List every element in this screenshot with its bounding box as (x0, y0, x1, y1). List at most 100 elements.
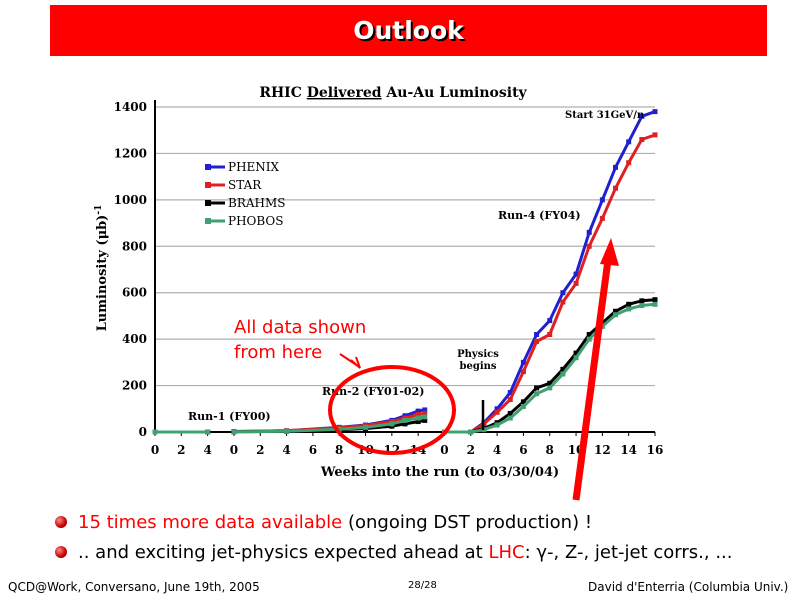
data-point-star (560, 299, 566, 305)
y-axis-label-exp: -1 (94, 205, 104, 215)
data-point-brahms (560, 366, 566, 372)
data-point-phenix (520, 359, 526, 365)
x-tick-label: 14 (620, 443, 637, 457)
annotation-line-1: All data shown (234, 317, 367, 338)
bullet-1-post: (ongoing DST production) ! (342, 512, 593, 533)
legend: PHENIX STAR BRAHMS PHOBOS (205, 160, 286, 228)
start-annotation: Start 31GeV/n (565, 110, 645, 121)
y-axis-label-main: Luminosity (μb) (95, 215, 110, 332)
data-point-phobos (422, 414, 428, 420)
data-point-brahms (422, 417, 428, 423)
bullet-2-post: : γ-, Z-, jet-jet corrs., ... (524, 542, 733, 563)
data-point-phobos (494, 422, 500, 428)
bullet-icon (55, 516, 67, 528)
data-point-brahms (547, 380, 553, 386)
annotation-pointer-head (350, 356, 361, 369)
title-bar: Outlook (50, 5, 767, 56)
bullet-1-red: 15 times more data available (78, 512, 343, 533)
data-point-phobos (560, 371, 566, 377)
physics-label: Physics (457, 349, 499, 360)
y-tick-label: 200 (122, 379, 147, 393)
x-tick-label: 12 (594, 443, 611, 457)
slide-title: Outlook (353, 16, 464, 45)
x-tick-label: 4 (493, 443, 501, 457)
data-point-phenix (626, 139, 632, 145)
x-tick-label: 4 (282, 443, 290, 457)
series-line-phobos (444, 302, 656, 434)
data-point-brahms (586, 332, 592, 337)
data-point-phobos (468, 429, 474, 435)
x-axis-label: Weeks into the run (to 03/30/04) (320, 465, 559, 480)
data-point-phenix (415, 408, 421, 414)
data-point-phobos (652, 301, 658, 307)
footer-page-number: 28/28 (408, 580, 437, 591)
data-point-brahms (573, 350, 579, 356)
data-point-star (652, 132, 658, 138)
bullet-2-red: LHC (488, 542, 525, 563)
chart-title-pre: RHIC (259, 85, 306, 101)
data-point-phenix (534, 332, 540, 337)
x-tick-label: 0 (151, 443, 159, 457)
data-point-star (520, 369, 526, 375)
data-point-phenix (573, 271, 579, 277)
data-point-brahms (520, 399, 526, 405)
data-point-phenix (494, 406, 500, 412)
series-line-phenix (444, 110, 656, 434)
bullet-line-2: .. and exciting jet-physics expected ahe… (78, 542, 733, 563)
data-point-phobos (415, 415, 421, 421)
x-tick-label: 0 (440, 443, 448, 457)
data-point-star (547, 332, 553, 337)
data-point-star (639, 137, 645, 142)
data-point-brahms (507, 410, 513, 416)
data-point-phenix (507, 390, 513, 396)
red-arrow-head (600, 238, 619, 266)
legend-marker-phobos (205, 218, 211, 224)
x-tick-label: 2 (177, 443, 185, 457)
x-tick-label: 2 (467, 443, 475, 457)
data-point-phobos (626, 306, 632, 312)
data-point-phenix (547, 318, 553, 324)
x-tick-label: 8 (546, 443, 554, 457)
legend-marker-star (205, 182, 211, 188)
data-point-phobos (336, 426, 342, 432)
legend-label-star: STAR (228, 178, 262, 192)
run-label-1: Run-1 (FY00) (188, 410, 271, 423)
data-point-phobos (284, 428, 290, 434)
data-point-phobos (520, 403, 526, 409)
data-point-phenix (639, 113, 645, 119)
data-point-phobos (639, 302, 645, 308)
data-series (152, 109, 658, 435)
data-point-phenix (652, 109, 658, 115)
data-point-star (586, 243, 592, 249)
data-point-phobos (389, 421, 395, 427)
bullet-line-1: 15 times more data available (ongoing DS… (78, 512, 592, 533)
data-point-star (626, 160, 632, 166)
data-point-phenix (560, 290, 566, 296)
legend-label-phobos: PHOBOS (228, 214, 283, 228)
data-point-phobos (507, 415, 513, 421)
data-point-brahms (652, 297, 658, 303)
x-tick-label: 6 (519, 443, 527, 457)
data-point-star (613, 185, 619, 191)
data-point-brahms (639, 298, 645, 304)
data-point-phobos (586, 336, 592, 342)
data-point-star (507, 397, 513, 402)
data-point-star (422, 410, 428, 416)
data-point-brahms (402, 421, 408, 427)
y-tick-label: 800 (122, 239, 147, 253)
data-point-phenix (422, 407, 428, 413)
y-tick-label: 1000 (114, 193, 147, 207)
legend-label-phenix: PHENIX (228, 160, 280, 174)
bullet-icon (55, 546, 67, 558)
legend-label-brahms: BRAHMS (228, 196, 286, 210)
data-point-phobos (402, 417, 408, 423)
data-point-phobos (547, 385, 553, 391)
data-point-brahms (534, 385, 540, 391)
series-line-star (444, 133, 656, 434)
chart-title: RHIC Delivered Au-Au Luminosity (259, 85, 527, 101)
y-tick-label: 400 (122, 332, 147, 346)
x-tick-label: 4 (203, 443, 211, 457)
grid (155, 106, 655, 387)
bullet-2-pre: .. and exciting jet-physics expected ahe… (78, 542, 489, 563)
x-tick-label: 2 (256, 443, 264, 457)
